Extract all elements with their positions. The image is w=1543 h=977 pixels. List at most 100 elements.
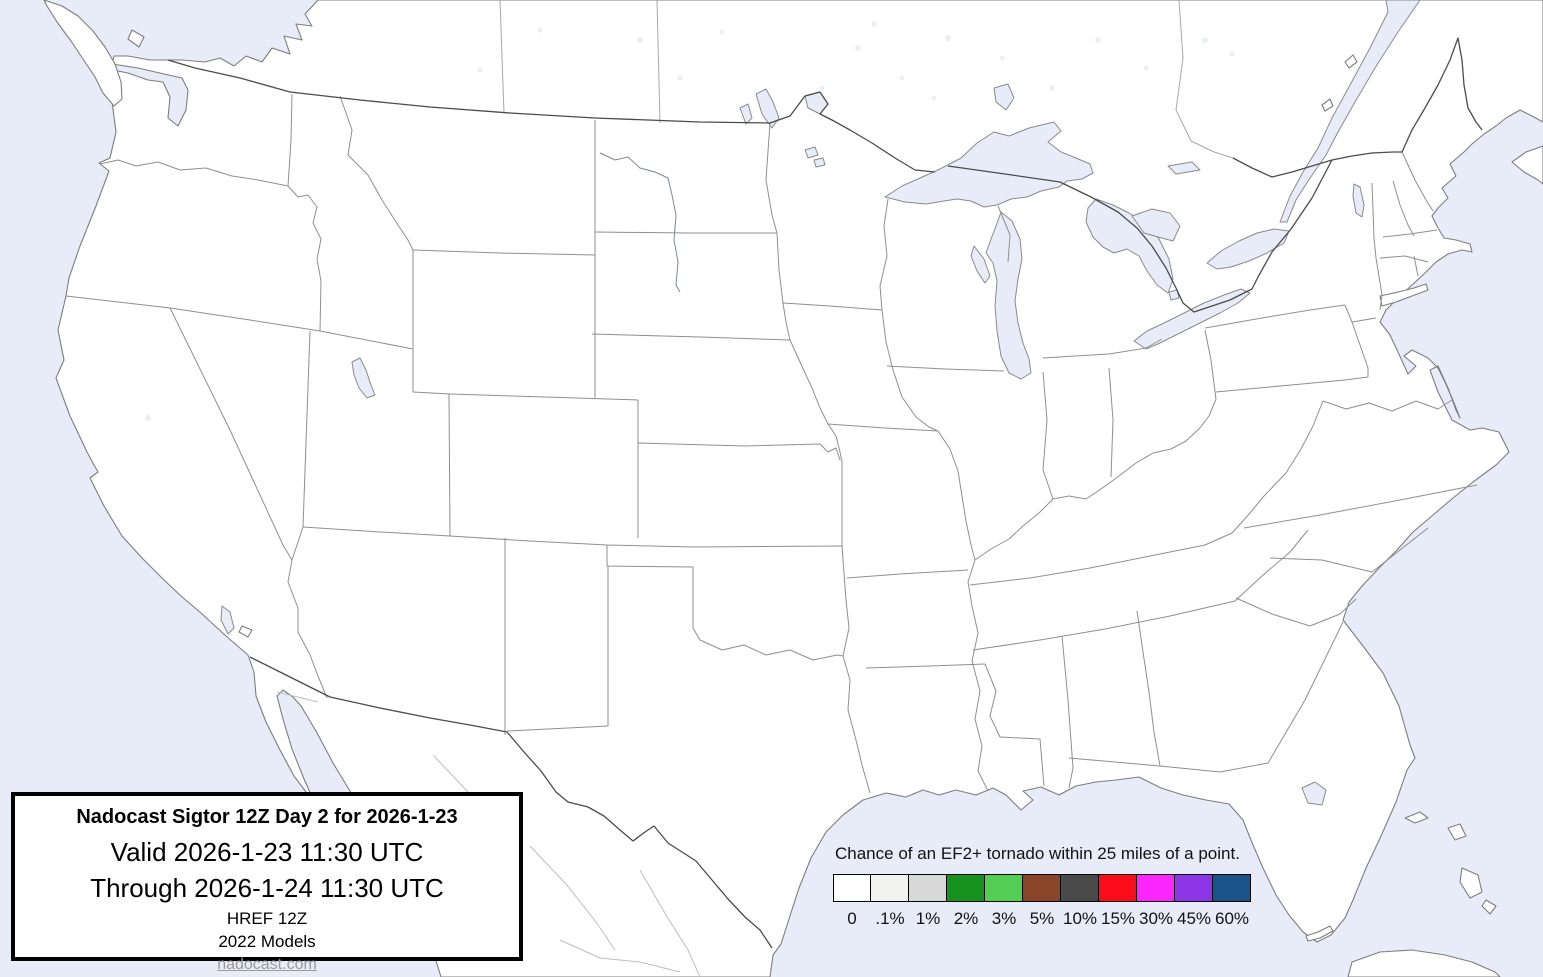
cuba xyxy=(1347,949,1501,977)
mexico-state-line xyxy=(276,691,319,703)
nadocast-link[interactable]: nadocast.com xyxy=(217,955,317,973)
sc-ga-border xyxy=(1235,597,1357,627)
legend-label: 5% xyxy=(1029,909,1055,928)
nc-sc-border xyxy=(1269,527,1429,573)
legend-label: 3% xyxy=(991,909,1017,928)
legend-item: 15% xyxy=(1097,874,1137,929)
small-lake xyxy=(537,27,543,33)
legend-swatch xyxy=(1059,874,1099,902)
wa-or-border xyxy=(99,159,289,187)
lake-nipigon xyxy=(993,83,1015,111)
pa-md-border xyxy=(1215,376,1369,393)
forecast-title: Nadocast Sigtor 12Z Day 2 for 2026-1-23 xyxy=(76,806,458,828)
forecast-valid-time: Valid 2026-1-23 11:30 UTC xyxy=(110,837,424,867)
ga-fl-border xyxy=(1159,621,1344,773)
tx-ar-la-border xyxy=(842,655,871,794)
small-lake xyxy=(855,45,861,51)
forecast-models-year: 2022 Models xyxy=(218,932,316,952)
il-in-border xyxy=(1042,371,1054,500)
small-lake xyxy=(677,75,683,81)
legend-swatch xyxy=(1135,874,1175,902)
mn-ia-border xyxy=(782,302,883,311)
bahama-island xyxy=(1404,811,1429,824)
pa-nj-delaware-river-border xyxy=(1344,304,1369,377)
mt-wy-border xyxy=(412,249,596,256)
small-lake xyxy=(999,55,1005,61)
potomac-md-border xyxy=(1322,399,1453,412)
wi-il-border xyxy=(886,365,1005,372)
tn-nc-border xyxy=(1234,529,1309,602)
pa-ny-border xyxy=(1204,304,1346,329)
ky-va-wv-border xyxy=(1231,400,1324,534)
andros-island xyxy=(1459,867,1483,899)
nj-ny-border xyxy=(1351,317,1377,323)
small-lake xyxy=(637,37,643,43)
nv-az-border xyxy=(291,526,304,561)
va-nc-border xyxy=(1243,484,1478,529)
parallel-37n-border xyxy=(302,526,843,548)
land-group xyxy=(43,0,1543,977)
legend-item: 1% xyxy=(907,874,947,929)
mn-nd-border xyxy=(765,122,778,234)
island-speck xyxy=(1441,262,1447,268)
us-canada-border-northeast xyxy=(1331,37,1483,161)
ohio-river-border xyxy=(974,398,1217,561)
georgian-bay xyxy=(1131,208,1181,242)
legend-items: 0 .1% 1% 2% 3% 5% 10% 15% 30% 45% 60% xyxy=(833,874,1251,929)
website-row: nadocast.com xyxy=(15,955,519,974)
small-lake xyxy=(145,415,151,421)
legend-swatch xyxy=(1173,874,1213,902)
salton-sea xyxy=(220,605,235,635)
estuary-island xyxy=(1344,54,1358,69)
lakes-group xyxy=(145,0,1459,806)
ca-nv-border xyxy=(169,307,328,699)
lake-manitoba xyxy=(739,103,753,125)
legend-item: 60% xyxy=(1211,874,1251,929)
rivers-group xyxy=(599,152,681,293)
small-lake xyxy=(477,67,483,73)
wi-mi-border xyxy=(997,205,1011,263)
mississippi-ia-wi-il-border xyxy=(881,309,939,432)
ia-ne-missouri-river-border xyxy=(789,339,843,463)
legend-title: Chance of an EF2+ tornado within 25 mile… xyxy=(835,844,1240,863)
al-ga-border xyxy=(1136,610,1161,767)
legend-label: .1% xyxy=(875,909,905,928)
lake-okeechobee xyxy=(1301,781,1327,806)
saskatchewan-manitoba-border xyxy=(656,0,661,124)
legend-label: 0 xyxy=(847,909,857,928)
bahama-island xyxy=(1481,899,1497,915)
parallel-42n-border xyxy=(65,295,414,350)
small-lake xyxy=(1229,51,1235,57)
mississippi-ar-tn-ms-border xyxy=(967,559,989,792)
legend-label: 10% xyxy=(1062,909,1098,928)
ar-la-border xyxy=(865,663,986,669)
lake-nipissing xyxy=(1167,161,1201,175)
or-id-border xyxy=(287,185,322,332)
long-island xyxy=(1379,283,1429,307)
small-lake xyxy=(719,29,725,35)
small-lake xyxy=(945,35,951,41)
legend-label: 45% xyxy=(1176,909,1212,928)
lake-winnipeg xyxy=(755,88,780,129)
legend-swatch xyxy=(907,874,947,902)
mexico-state-line xyxy=(559,939,681,973)
legend-swatch xyxy=(1097,874,1137,902)
ok-ar-border xyxy=(841,545,850,657)
ms-al-border xyxy=(1061,635,1074,789)
minnesota-lake xyxy=(804,146,819,159)
lake-ontario xyxy=(1206,228,1290,270)
tx-ok-border xyxy=(692,567,844,661)
legend-item: 30% xyxy=(1135,874,1175,929)
nm-tx-border xyxy=(506,566,609,732)
lake-superior xyxy=(884,121,1094,208)
lake-michigan xyxy=(985,211,1032,380)
us-canada-border-lakes xyxy=(947,159,1333,313)
ms-la-border xyxy=(984,663,1045,787)
ut-co-border xyxy=(448,393,451,537)
ky-tn-border xyxy=(969,532,1233,586)
minnesota-lake xyxy=(813,157,826,168)
mi-in-oh-border xyxy=(1042,338,1163,359)
tn-south-border xyxy=(972,600,1236,651)
legend-item: .1% xyxy=(869,874,909,929)
